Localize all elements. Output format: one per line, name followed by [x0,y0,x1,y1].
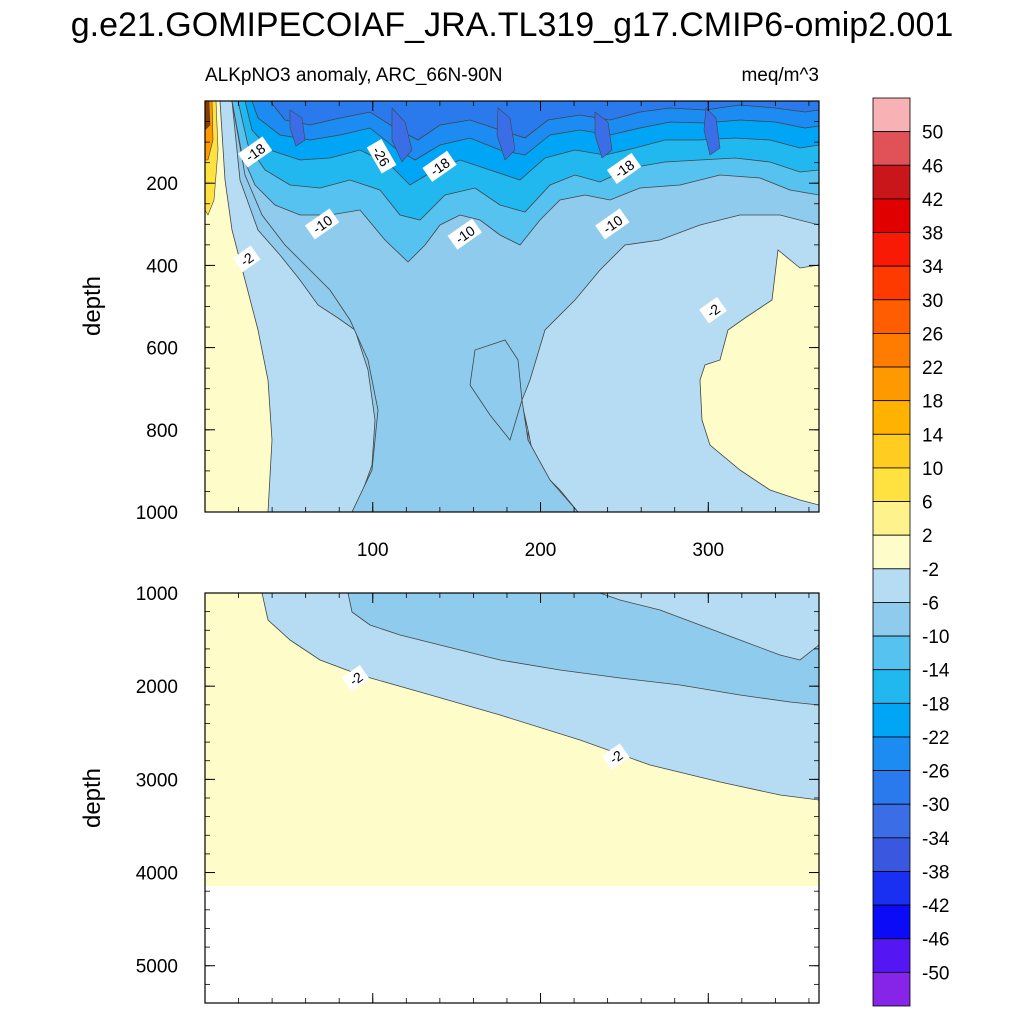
colorbar-box [872,299,911,334]
y-tick-label: 400 [146,256,178,277]
contour-label-box [601,743,630,770]
colorbar-tick-label: -10 [922,627,949,648]
upper-axis-ticks: 200 400 600 800 1000 100 200 300 [136,100,819,561]
subtitle-units: meq/m^3 [741,65,819,86]
colorbar-box [872,938,911,973]
contour-label-box [422,150,457,182]
colorbar-tick-label: -34 [922,829,950,850]
colorbar-tick-label: -50 [922,963,949,984]
colorbar-box [872,501,911,536]
contour-label-box [237,136,273,168]
lower-contour-labels: -2 -2 [341,665,630,770]
colorbar-box [872,232,911,267]
colorbar-tick-label: 30 [922,291,943,312]
lower-axis-ticks: 1000 2000 3000 4000 5000 [136,584,819,1004]
colorbar-tick-label: 42 [922,190,943,211]
colorbar-tick-label: -38 [922,862,949,883]
x-tick-label: 300 [692,540,724,561]
upper-y-axis-label: depth [79,276,106,336]
contour-label: -2 [699,296,727,324]
colorbar-tick-label: 14 [922,425,944,446]
colorbar-box [872,164,911,200]
colorbar-box [872,265,911,301]
colorbar-tick-label: 50 [922,123,943,144]
contour-label: -2 [341,665,370,692]
colorbar-tick-label: -18 [922,694,949,715]
colorbar-box [872,871,911,906]
colorbar-box [872,534,911,570]
contour-label-box [232,245,261,273]
colorbar-tick-label: -42 [922,896,949,917]
colorbar-box [872,467,911,502]
colorbar-box [872,97,911,133]
contour-label-box [366,138,397,174]
upper-contour-fill [205,101,819,512]
colorbar-box [872,400,911,435]
lower-panel: 1000 2000 3000 4000 5000 -2 -2 depth [79,584,820,1004]
x-tick-label: 200 [525,540,557,561]
colorbar-tick-label: 18 [922,392,943,413]
colorbar-box [872,366,911,402]
y-tick-label: 3000 [136,770,178,791]
contour-label-box [606,152,642,184]
colorbar-box [872,837,911,872]
contour-label: -2 [601,743,630,770]
y-tick-label: 800 [146,421,178,442]
subtitle-left: ALKpNO3 anomaly, ARC_66N-90N [205,65,502,86]
contour-label-box [447,218,482,250]
colorbar-tick-label: 2 [922,526,933,547]
colorbar-tick-label: 34 [922,257,944,278]
colorbar-box [872,904,911,940]
colorbar-tick-label: -46 [922,930,949,951]
colorbar-box [872,433,911,469]
colorbar-box [872,736,911,771]
y-tick-label: 200 [146,174,178,195]
colorbar-box [872,971,911,1007]
colorbar-box [872,702,911,738]
colorbar-box [872,803,911,839]
figure-title: g.e21.GOMIPECOIAF_JRA.TL319_g17.CMIP6-om… [71,6,954,44]
colorbar-tick-label: 6 [922,493,933,514]
y-tick-label: 2000 [136,677,178,698]
colorbar-tick-label: 26 [922,324,943,345]
colorbar-tick-label: -26 [922,762,949,783]
lower-y-axis-label: depth [79,768,106,828]
y-tick-label: 4000 [136,864,178,885]
contour-label-box [304,208,340,240]
colorbar-tick-label: -14 [922,661,950,682]
colorbar-tick-label: 10 [922,459,943,480]
contour-label-box [699,296,727,324]
colorbar-tick-label: -22 [922,728,949,749]
upper-contour-labels: -18 -26 -18 -18-10 -10 -10-2-2 [232,136,727,324]
colorbar-box [872,669,911,704]
y-tick-label: 600 [146,339,178,360]
y-tick-label: 1000 [136,503,178,524]
y-tick-label: 1000 [136,584,178,605]
colorbar-box [872,198,911,233]
colorbar-box [872,568,911,603]
colorbar-tick-label: -6 [922,593,939,614]
contour-label: -2 [232,245,261,273]
y-tick-label: 5000 [136,957,178,978]
colorbar-box [872,770,911,805]
colorbar: 50 46 42 38 34 30 26 22 18 14 10 6 2 -2 -6 -10 -14 -18 -22… [872,97,950,1007]
colorbar-box [872,131,911,166]
lower-contour-fill [205,593,819,1003]
colorbar-box [872,602,911,637]
colorbar-box [872,635,911,671]
colorbar-tick-label: -2 [922,560,939,581]
colorbar-box [872,333,911,368]
contour-label-box [595,208,630,240]
colorbar-tick-label: 38 [922,224,943,245]
contour-label-box [341,665,370,692]
x-tick-label: 100 [357,540,389,561]
colorbar-tick-label: -30 [922,795,949,816]
colorbar-tick-label: 22 [922,358,943,379]
colorbar-tick-label: 46 [922,156,943,177]
